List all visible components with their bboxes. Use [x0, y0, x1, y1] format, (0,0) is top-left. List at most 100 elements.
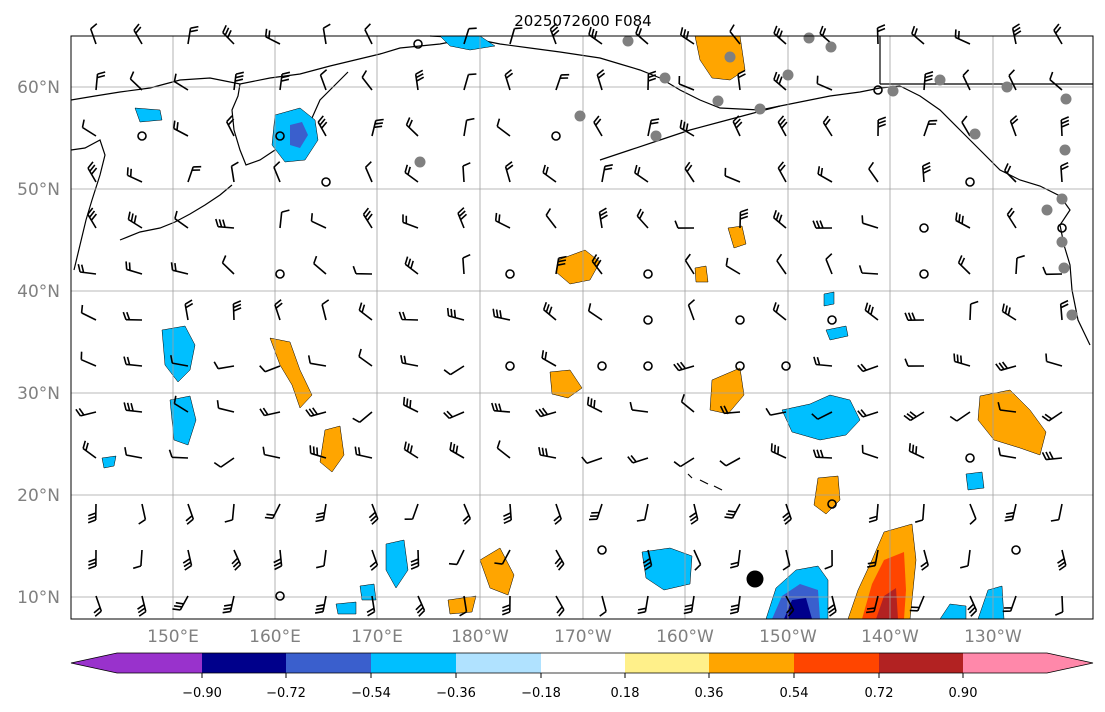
wind-barb: [82, 440, 97, 459]
wind-barb: [405, 117, 419, 137]
wind-barb: [811, 411, 833, 420]
wind-barb: [279, 71, 291, 91]
wind-barb: [782, 549, 791, 571]
coastlines: [70, 35, 1093, 491]
wind-barb: [737, 69, 746, 91]
colorbar-cell: [625, 653, 709, 673]
wind-barb: [596, 69, 606, 91]
wind-barb: [732, 115, 743, 137]
wind-barb: [729, 24, 741, 45]
calm-wind-circle: [965, 177, 975, 187]
wind-barb: [462, 162, 471, 183]
calm-wind-circle: [919, 223, 929, 233]
wind-barb: [957, 255, 971, 275]
colorbar-cell: [456, 653, 541, 673]
gray-dot: [1056, 236, 1068, 248]
calm-wind-circle: [735, 315, 745, 325]
wind-barb: [911, 25, 925, 45]
wind-barb: [586, 396, 603, 413]
wind-barb: [358, 348, 373, 367]
gray-dot: [803, 32, 815, 44]
wind-barb: [813, 356, 833, 367]
wind-barb: [1060, 116, 1070, 137]
calm-wind-circle: [643, 315, 653, 325]
calm-wind-circle: [551, 131, 561, 141]
calm-wind-circle: [1011, 545, 1021, 555]
wind-barb: [504, 69, 514, 91]
wind-barb: [587, 303, 603, 321]
colorbar-cell: [709, 653, 794, 673]
wind-barb: [274, 299, 283, 321]
wind-barb: [414, 69, 425, 91]
wind-barb: [1050, 503, 1063, 522]
gray-dot: [650, 130, 662, 142]
wind-barb: [494, 549, 511, 565]
wind-barb: [168, 449, 189, 459]
lat-label: 40°N: [17, 282, 60, 302]
wind-barb: [137, 595, 147, 617]
wind-barb: [494, 212, 511, 229]
wind-barb: [316, 549, 327, 569]
wind-barb: [230, 161, 239, 183]
gray-dot: [712, 95, 724, 107]
wind-barb: [138, 503, 147, 525]
wind-barb: [123, 356, 143, 367]
wind-barb: [674, 220, 695, 229]
gray-dot: [825, 41, 837, 53]
wind-barb: [404, 256, 419, 275]
latitude-labels: 60°N 50°N 40°N 30°N 20°N 10°N: [17, 78, 60, 608]
wind-barb: [457, 207, 468, 229]
lon-label: 160°W: [656, 627, 714, 647]
lat-label: 30°N: [17, 384, 60, 404]
calm-wind-circle: [873, 85, 883, 95]
wind-barb: [309, 445, 327, 459]
wind-barb: [400, 355, 419, 367]
wind-barb: [555, 255, 567, 275]
wind-barb: [224, 503, 235, 523]
wind-barb: [213, 457, 235, 468]
wind-barb: [123, 402, 143, 413]
wind-barb: [816, 75, 833, 91]
gray-dot: [782, 69, 794, 81]
colorbar-label: −0.72: [266, 686, 306, 701]
wind-barb: [772, 209, 787, 229]
wind-barb: [593, 115, 603, 137]
lon-label: 130°W: [964, 627, 1022, 647]
wind-barb: [545, 208, 557, 229]
wind-barb: [785, 595, 795, 617]
wind-barb: [173, 73, 189, 91]
wind-barb: [352, 411, 373, 423]
wind-barb: [221, 255, 235, 275]
calm-wind-circle: [597, 361, 607, 371]
black-dot-marker: [746, 570, 764, 588]
wind-barb: [81, 119, 97, 137]
wind-barb: [693, 549, 702, 571]
wind-barb: [673, 457, 695, 468]
wind-barb: [922, 161, 931, 183]
wind-barb: [1054, 595, 1064, 616]
wind-barb: [599, 595, 607, 617]
wind-barb: [233, 71, 244, 91]
wind-barb: [770, 443, 787, 459]
wind-barb: [554, 549, 565, 571]
gray-dot: [934, 74, 946, 86]
wind-barb: [955, 212, 971, 229]
gray-dot: [622, 35, 634, 47]
wind-barb: [629, 401, 649, 413]
calm-wind-circle: [275, 591, 285, 601]
colorbar-arrow-left: [71, 653, 202, 673]
wind-barb: [122, 311, 143, 321]
wind-barb: [773, 71, 787, 91]
wind-barb: [216, 400, 235, 413]
gray-dot: [414, 156, 426, 168]
wind-barb: [729, 595, 741, 615]
wind-barb: [542, 301, 557, 321]
wind-barb: [368, 503, 379, 525]
wind-barb: [1057, 549, 1067, 571]
wind-barb: [462, 503, 472, 525]
wind-barb: [371, 118, 384, 137]
wind-barb: [319, 69, 328, 91]
field-contours: [101, 35, 1047, 620]
wind-barb: [995, 361, 1017, 372]
colorbar-cell: [202, 653, 286, 673]
